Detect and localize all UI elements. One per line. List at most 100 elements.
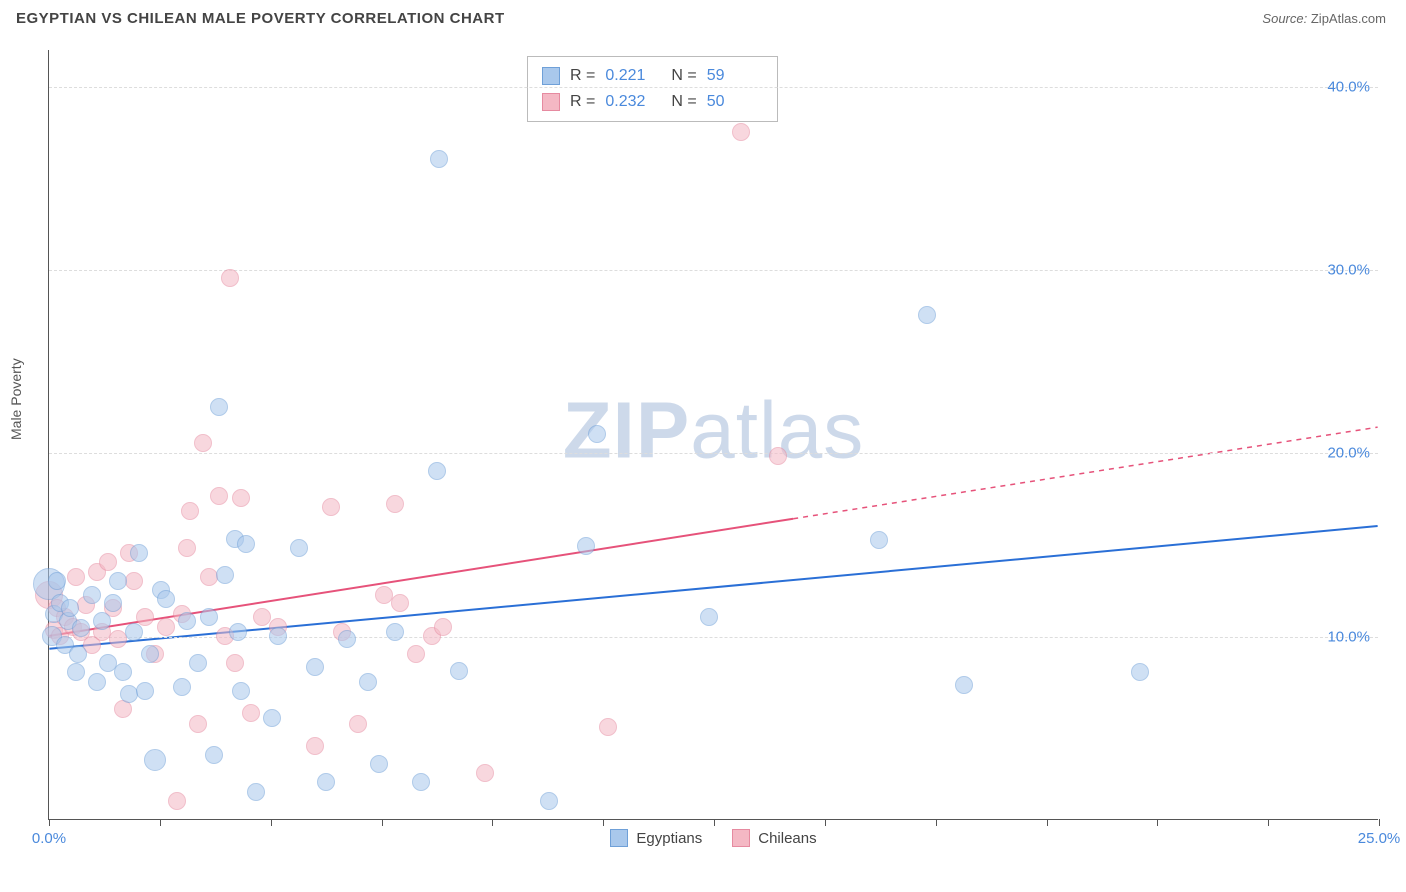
gridline-h bbox=[49, 87, 1378, 88]
x-tick-mark bbox=[1047, 819, 1048, 826]
data-point-chileans bbox=[434, 618, 452, 636]
stats-legend-box: R = 0.221 N = 59 R = 0.232 N = 50 bbox=[527, 56, 778, 122]
trend-line bbox=[793, 427, 1377, 519]
y-tick-label: 20.0% bbox=[1327, 445, 1370, 462]
stat-n-label: N = bbox=[671, 63, 696, 89]
data-point-egyptians bbox=[232, 682, 250, 700]
scatter-chart: ZIPatlas R = 0.221 N = 59 R = 0.232 N = … bbox=[48, 50, 1378, 820]
data-point-egyptians bbox=[178, 612, 196, 630]
stat-r-label: R = bbox=[570, 89, 595, 115]
data-point-chileans bbox=[391, 594, 409, 612]
data-point-egyptians bbox=[173, 678, 191, 696]
data-point-egyptians bbox=[93, 612, 111, 630]
source-name: ZipAtlas.com bbox=[1311, 11, 1386, 26]
x-tick-mark bbox=[603, 819, 604, 826]
stat-n-label: N = bbox=[671, 89, 696, 115]
legend-label-chileans: Chileans bbox=[758, 830, 816, 847]
data-point-chileans bbox=[232, 489, 250, 507]
data-point-egyptians bbox=[588, 425, 606, 443]
data-point-chileans bbox=[194, 434, 212, 452]
stats-row-egyptians: R = 0.221 N = 59 bbox=[542, 63, 763, 89]
x-tick-mark bbox=[936, 819, 937, 826]
data-point-egyptians bbox=[114, 663, 132, 681]
data-point-egyptians bbox=[317, 773, 335, 791]
data-point-egyptians bbox=[141, 645, 159, 663]
data-point-chileans bbox=[221, 269, 239, 287]
data-point-chileans bbox=[322, 498, 340, 516]
legend-item-egyptians: Egyptians bbox=[610, 829, 702, 847]
data-point-egyptians bbox=[72, 619, 90, 637]
data-point-egyptians bbox=[67, 663, 85, 681]
data-point-egyptians bbox=[577, 537, 595, 555]
x-tick-label: 25.0% bbox=[1358, 830, 1401, 847]
data-point-chileans bbox=[349, 715, 367, 733]
data-point-egyptians bbox=[109, 572, 127, 590]
data-point-egyptians bbox=[386, 623, 404, 641]
data-point-egyptians bbox=[83, 586, 101, 604]
watermark: ZIPatlas bbox=[563, 384, 864, 476]
data-point-egyptians bbox=[136, 682, 154, 700]
stat-n-value-egyptians: 59 bbox=[707, 63, 763, 89]
x-tick-mark bbox=[492, 819, 493, 826]
data-point-egyptians bbox=[189, 654, 207, 672]
data-point-chileans bbox=[157, 618, 175, 636]
data-point-egyptians bbox=[428, 462, 446, 480]
x-tick-mark bbox=[1268, 819, 1269, 826]
data-point-chileans bbox=[189, 715, 207, 733]
swatch-egyptians-icon bbox=[610, 829, 628, 847]
legend-label-egyptians: Egyptians bbox=[636, 830, 702, 847]
data-point-egyptians bbox=[229, 623, 247, 641]
data-point-egyptians bbox=[918, 306, 936, 324]
data-point-egyptians bbox=[1131, 663, 1149, 681]
data-point-chileans bbox=[226, 654, 244, 672]
data-point-egyptians bbox=[700, 608, 718, 626]
data-point-egyptians bbox=[88, 673, 106, 691]
data-point-egyptians bbox=[263, 709, 281, 727]
stats-row-chileans: R = 0.232 N = 50 bbox=[542, 89, 763, 115]
gridline-h bbox=[49, 637, 1378, 638]
x-tick-mark bbox=[49, 819, 50, 826]
stat-r-value-egyptians: 0.221 bbox=[605, 63, 661, 89]
data-point-chileans bbox=[125, 572, 143, 590]
data-point-chileans bbox=[67, 568, 85, 586]
data-point-egyptians bbox=[144, 749, 166, 771]
data-point-chileans bbox=[242, 704, 260, 722]
bottom-legend: Egyptians Chileans bbox=[49, 829, 1378, 847]
data-point-egyptians bbox=[205, 746, 223, 764]
data-point-chileans bbox=[306, 737, 324, 755]
legend-item-chileans: Chileans bbox=[732, 829, 816, 847]
data-point-egyptians bbox=[61, 599, 79, 617]
data-point-chileans bbox=[210, 487, 228, 505]
data-point-egyptians bbox=[338, 630, 356, 648]
x-tick-mark bbox=[825, 819, 826, 826]
data-point-chileans bbox=[386, 495, 404, 513]
data-point-chileans bbox=[181, 502, 199, 520]
y-axis-label: Male Poverty bbox=[8, 358, 24, 440]
chart-title: EGYPTIAN VS CHILEAN MALE POVERTY CORRELA… bbox=[16, 10, 505, 27]
data-point-chileans bbox=[599, 718, 617, 736]
data-point-egyptians bbox=[370, 755, 388, 773]
data-point-egyptians bbox=[540, 792, 558, 810]
x-tick-mark bbox=[1157, 819, 1158, 826]
data-point-chileans bbox=[99, 553, 117, 571]
data-point-egyptians bbox=[247, 783, 265, 801]
data-point-chileans bbox=[178, 539, 196, 557]
x-tick-mark bbox=[271, 819, 272, 826]
x-tick-mark bbox=[1379, 819, 1380, 826]
data-point-egyptians bbox=[870, 531, 888, 549]
data-point-chileans bbox=[476, 764, 494, 782]
data-point-egyptians bbox=[955, 676, 973, 694]
data-point-egyptians bbox=[430, 150, 448, 168]
data-point-egyptians bbox=[157, 590, 175, 608]
data-point-egyptians bbox=[48, 572, 66, 590]
y-tick-label: 10.0% bbox=[1327, 628, 1370, 645]
data-point-egyptians bbox=[125, 623, 143, 641]
swatch-chileans-icon bbox=[542, 93, 560, 111]
y-tick-label: 40.0% bbox=[1327, 78, 1370, 95]
x-tick-mark bbox=[382, 819, 383, 826]
data-point-egyptians bbox=[450, 662, 468, 680]
x-tick-label: 0.0% bbox=[32, 830, 66, 847]
swatch-chileans-icon bbox=[732, 829, 750, 847]
data-point-chileans bbox=[732, 123, 750, 141]
stat-r-label: R = bbox=[570, 63, 595, 89]
